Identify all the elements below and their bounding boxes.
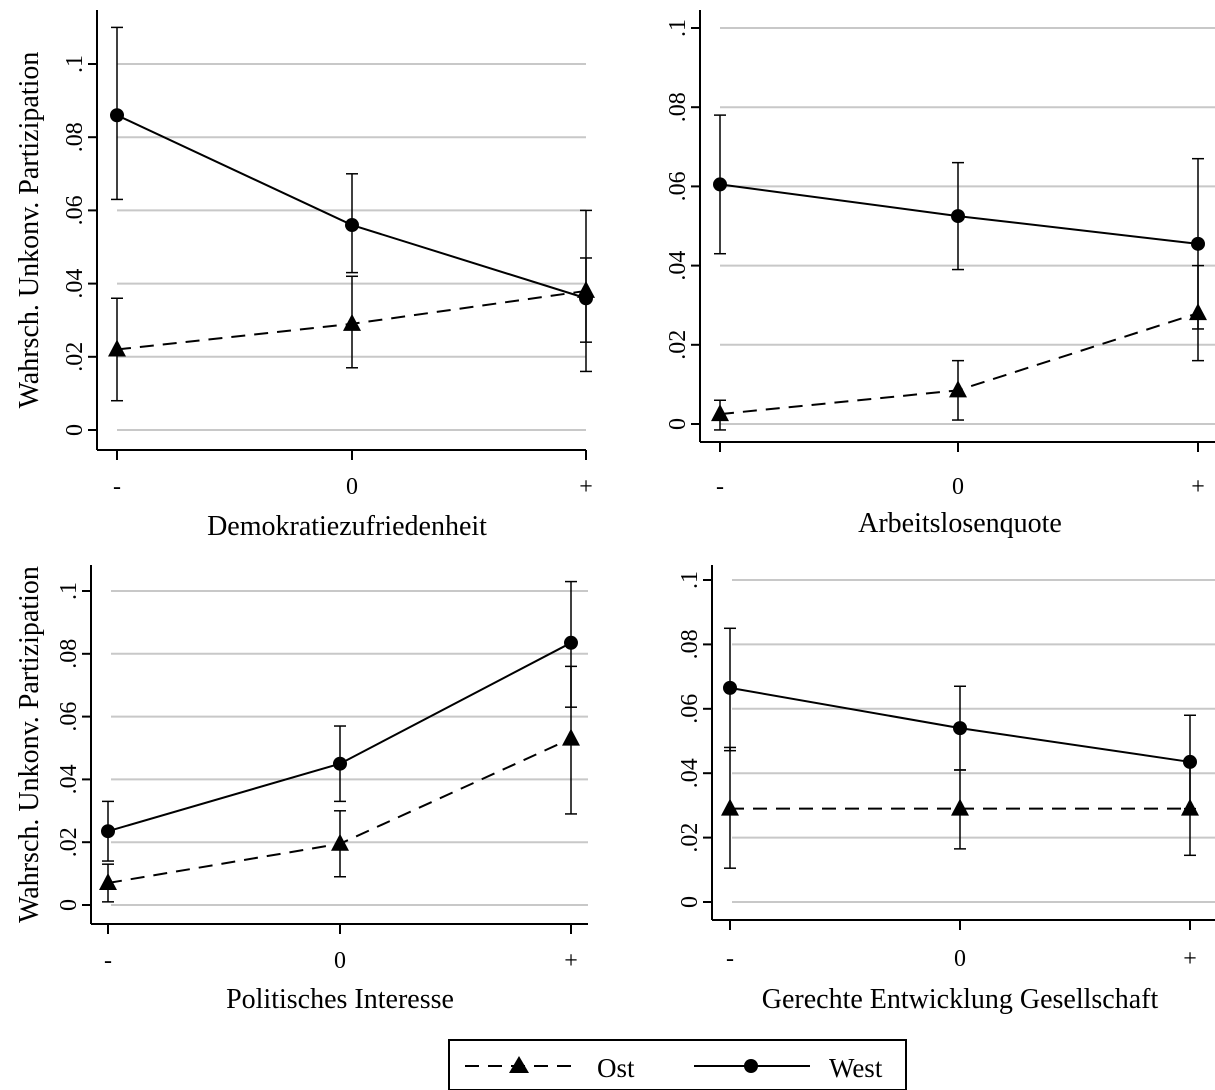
x-tick-label: 0 (334, 948, 346, 974)
x-tick-label: - (716, 474, 724, 500)
panel-4: 0 .02 .04 .06 .08 .1 - 0 + Gerechte Entwicklung G… (677, 565, 1215, 1015)
y-tick-label: .02 (62, 342, 88, 372)
y-tick-label: .02 (665, 330, 691, 360)
series-ost (721, 746, 1199, 869)
data-point-triangle (108, 339, 126, 357)
legend-ost-label: Ost (597, 1053, 635, 1083)
panel-3: 0 .02 .04 .06 .08 .1 - 0 + Politisches Interesse W… (14, 565, 588, 1015)
y-tick-label: .1 (677, 571, 703, 589)
x-tick-label: - (104, 948, 112, 974)
legend-box (448, 1039, 907, 1090)
data-point-circle (333, 756, 347, 771)
y-tick-label: .06 (56, 702, 82, 732)
series-west (723, 627, 1197, 810)
data-point-triangle (343, 313, 361, 331)
data-point-circle (110, 108, 124, 123)
y-tick-label: .06 (62, 195, 88, 225)
data-point-triangle (721, 798, 739, 816)
x-tick-label: 0 (952, 474, 964, 500)
y-tick-label: .04 (56, 764, 82, 794)
y-axis-label: Wahrsch. Unkonv. Partizipation (14, 52, 45, 409)
y-tick-label: .04 (677, 758, 703, 788)
y-tick-label: .08 (62, 122, 88, 152)
data-point-triangle (562, 728, 580, 746)
y-tick-label: .1 (56, 582, 82, 600)
series-ost (99, 665, 580, 903)
y-tick-label: .04 (665, 251, 691, 281)
data-point-triangle (711, 404, 729, 422)
series-west (101, 580, 578, 862)
x-axis-label: Gerechte Entwicklung Gesellschaft (762, 984, 1159, 1015)
x-axis-label: Politisches Interesse (226, 984, 454, 1015)
data-point-triangle (951, 798, 969, 816)
x-tick-label: - (726, 946, 734, 972)
data-point-triangle (949, 380, 967, 398)
legend-west-label: West (829, 1053, 883, 1083)
y-tick-label: .06 (677, 694, 703, 724)
x-axis-label: Demokratiezufriedenheit (207, 511, 487, 542)
y-tick-label: 0 (56, 899, 82, 911)
x-axis-label: Arbeitslosenquote (858, 508, 1062, 539)
x-tick-label: 0 (346, 474, 358, 500)
y-tick-label: 0 (665, 418, 691, 430)
x-tick-label: 0 (954, 946, 966, 972)
y-tick-label: .1 (62, 55, 88, 73)
legend-west-marker (744, 1059, 758, 1073)
data-point-circle (723, 680, 737, 695)
y-tick-label: 0 (62, 424, 88, 436)
y-tick-label: .08 (677, 629, 703, 659)
series-west (110, 26, 593, 343)
data-point-circle (579, 291, 593, 306)
data-point-triangle (99, 873, 117, 891)
panel-1: 0 .02 .04 .06 .08 .1 - 0 + Demokratiezufriedenhei… (14, 10, 595, 542)
legend-ost-marker (509, 1056, 529, 1073)
legend: Ost West (448, 1039, 907, 1090)
data-point-circle (101, 824, 115, 839)
y-tick-label: .08 (56, 639, 82, 669)
panel-2: 0 .02 .04 .06 .08 .1 - 0 + Arbeitslosenquote (665, 10, 1215, 539)
series-west (713, 114, 1205, 330)
data-point-circle (345, 218, 359, 233)
data-point-circle (1191, 236, 1205, 251)
y-tick-label: .06 (665, 171, 691, 201)
data-point-circle (951, 209, 965, 224)
x-tick-label: - (113, 474, 121, 500)
y-tick-label: .08 (665, 92, 691, 122)
x-tick-label: + (1183, 946, 1197, 972)
y-tick-label: .02 (677, 823, 703, 853)
y-tick-label: .02 (56, 827, 82, 857)
y-tick-label: 0 (677, 896, 703, 908)
y-axis-label: Wahrsch. Unkonv. Partizipation (14, 566, 45, 923)
x-tick-label: + (564, 948, 578, 974)
x-tick-label: + (1191, 474, 1205, 500)
data-point-circle (564, 635, 578, 650)
series-line (719, 312, 1199, 416)
data-point-circle (953, 721, 967, 736)
data-point-circle (713, 177, 727, 192)
data-point-triangle (331, 833, 349, 851)
y-tick-label: .1 (665, 19, 691, 37)
data-point-circle (1183, 754, 1197, 769)
y-tick-label: .04 (62, 269, 88, 299)
series-ost (711, 264, 1207, 431)
x-tick-label: + (579, 474, 593, 500)
